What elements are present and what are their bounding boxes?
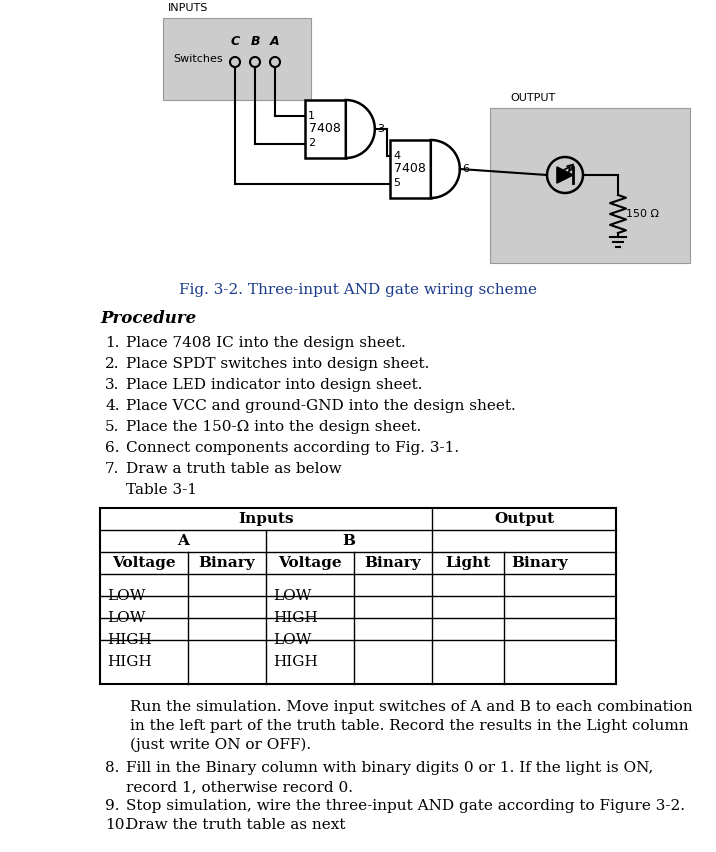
Text: 6.: 6. — [105, 441, 120, 455]
Text: Binary: Binary — [198, 556, 256, 570]
Text: 9.: 9. — [105, 799, 120, 813]
Text: Draw the truth table as next: Draw the truth table as next — [126, 818, 346, 832]
Text: Place VCC and ground-GND into the design sheet.: Place VCC and ground-GND into the design… — [126, 399, 516, 413]
FancyBboxPatch shape — [163, 18, 311, 100]
Text: HIGH: HIGH — [107, 633, 152, 647]
Polygon shape — [346, 100, 374, 158]
Text: Stop simulation, wire the three-input AND gate according to Figure 3-2.: Stop simulation, wire the three-input AN… — [126, 799, 685, 813]
Text: 7.: 7. — [105, 462, 120, 476]
Text: Procedure: Procedure — [100, 310, 196, 327]
Text: INPUTS: INPUTS — [168, 3, 208, 13]
Text: HIGH: HIGH — [273, 611, 318, 625]
Text: 1.: 1. — [105, 336, 120, 350]
Text: 1: 1 — [308, 112, 315, 121]
Text: 6: 6 — [462, 164, 469, 174]
Text: B: B — [251, 35, 260, 48]
Text: 7408: 7408 — [395, 163, 426, 176]
Text: C: C — [231, 35, 240, 48]
Text: HIGH: HIGH — [107, 655, 152, 669]
Text: 4.: 4. — [105, 399, 120, 413]
Text: Run the simulation. Move input switches of A and B to each combination: Run the simulation. Move input switches … — [130, 700, 692, 714]
Text: LOW: LOW — [273, 589, 311, 603]
Text: Place the 150-Ω into the design sheet.: Place the 150-Ω into the design sheet. — [126, 420, 421, 434]
Text: Draw a truth table as below: Draw a truth table as below — [126, 462, 342, 476]
Text: B: B — [342, 534, 356, 548]
Text: 5.: 5. — [105, 420, 120, 434]
Polygon shape — [557, 167, 573, 183]
Text: Place LED indicator into design sheet.: Place LED indicator into design sheet. — [126, 378, 422, 392]
Text: Light: Light — [445, 556, 490, 570]
Text: Binary: Binary — [364, 556, 421, 570]
Polygon shape — [390, 140, 431, 198]
Text: Connect components according to Fig. 3-1.: Connect components according to Fig. 3-1… — [126, 441, 459, 455]
Text: 2.: 2. — [105, 357, 120, 371]
Text: 8.: 8. — [105, 761, 120, 775]
Text: Fig. 3-2. Three-input AND gate wiring scheme: Fig. 3-2. Three-input AND gate wiring sc… — [179, 283, 537, 297]
Text: 4: 4 — [393, 152, 400, 161]
Text: 5: 5 — [393, 179, 400, 188]
Text: 7408: 7408 — [309, 123, 342, 135]
Text: OUTPUT: OUTPUT — [510, 93, 555, 103]
Text: LOW: LOW — [107, 611, 145, 625]
Text: Fill in the Binary column with binary digits 0 or 1. If the light is ON,: Fill in the Binary column with binary di… — [126, 761, 653, 775]
Text: Voltage: Voltage — [112, 556, 176, 570]
FancyBboxPatch shape — [490, 108, 690, 263]
Text: 2: 2 — [308, 139, 315, 148]
Text: Binary: Binary — [512, 556, 569, 570]
Text: in the left part of the truth table. Record the results in the Light column: in the left part of the truth table. Rec… — [130, 719, 689, 733]
Text: 10.: 10. — [105, 818, 130, 832]
Text: Place SPDT switches into design sheet.: Place SPDT switches into design sheet. — [126, 357, 430, 371]
Text: 3: 3 — [377, 124, 384, 134]
Text: A: A — [177, 534, 189, 548]
Text: HIGH: HIGH — [273, 655, 318, 669]
Text: record 1, otherwise record 0.: record 1, otherwise record 0. — [126, 780, 353, 794]
Text: 3.: 3. — [105, 378, 120, 392]
Text: A: A — [270, 35, 280, 48]
Text: (just write ON or OFF).: (just write ON or OFF). — [130, 738, 311, 752]
Text: Inputs: Inputs — [238, 512, 294, 526]
Text: LOW: LOW — [273, 633, 311, 647]
Text: Voltage: Voltage — [279, 556, 342, 570]
Text: Place 7408 IC into the design sheet.: Place 7408 IC into the design sheet. — [126, 336, 406, 350]
Polygon shape — [305, 100, 346, 158]
Polygon shape — [431, 140, 460, 198]
Text: LOW: LOW — [107, 589, 145, 603]
Text: Table 3-1: Table 3-1 — [126, 483, 197, 497]
Text: 150 Ω: 150 Ω — [626, 209, 659, 219]
Text: Switches: Switches — [173, 54, 223, 64]
Text: Output: Output — [494, 512, 554, 526]
